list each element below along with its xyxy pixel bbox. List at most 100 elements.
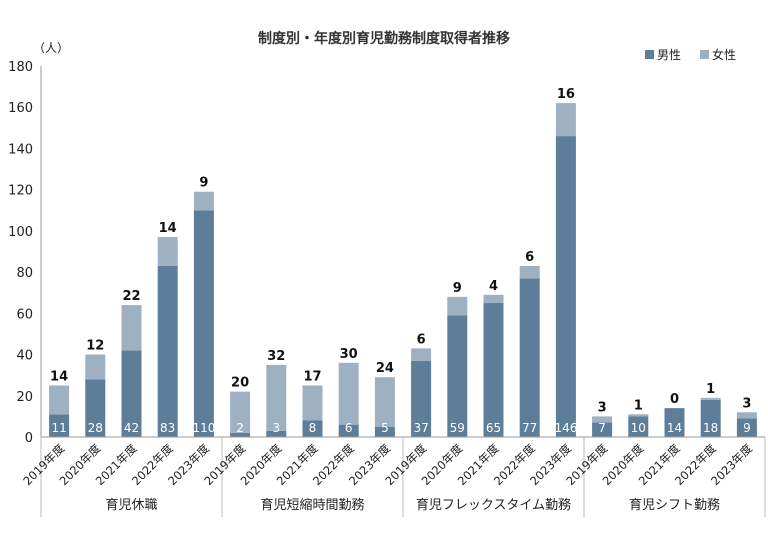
data-label-female: 16	[557, 87, 575, 102]
y-tick-label: 60	[16, 307, 33, 322]
x-group-label: 育児休職	[105, 497, 157, 513]
y-tick-label: 80	[16, 266, 33, 281]
y-tick-label: 180	[8, 60, 33, 75]
y-tick-label: 100	[8, 225, 33, 240]
data-label-female: 17	[303, 369, 321, 384]
bar-segment-female	[193, 191, 214, 211]
y-tick-label: 140	[8, 142, 33, 157]
bar-segment-male	[628, 416, 649, 437]
bar-segment-male	[121, 350, 142, 437]
bar-segment-male	[483, 303, 504, 437]
bar-segment-female	[266, 364, 287, 431]
bar-segment-male	[157, 265, 178, 437]
bar-segment-male	[664, 408, 685, 437]
data-label-female: 14	[50, 369, 68, 384]
data-label-male: 11	[51, 421, 66, 435]
data-label-male: 37	[413, 421, 428, 435]
legend-swatch-male	[645, 50, 654, 59]
bar-segment-male	[374, 426, 395, 437]
bar-segment-male	[302, 420, 323, 437]
data-label-female: 4	[489, 279, 498, 294]
bar-segment-female	[411, 348, 432, 361]
bar-segment-male	[230, 432, 251, 437]
bar-segment-female	[483, 294, 504, 304]
data-label-female: 0	[670, 392, 679, 407]
chart-title: 制度別・年度別育児勤務制度取得者推移	[258, 30, 510, 47]
data-label-female: 3	[742, 396, 751, 411]
data-label-female: 6	[525, 250, 534, 265]
data-label-female: 1	[706, 382, 715, 397]
x-group-label: 育児フレックスタイム勤務	[416, 497, 571, 513]
bar-segment-male	[447, 315, 468, 437]
data-label-male: 7	[598, 421, 606, 435]
data-label-female: 30	[340, 347, 358, 362]
data-label-female: 1	[634, 398, 643, 413]
bar-segment-male	[338, 424, 359, 437]
data-label-male: 146	[554, 421, 577, 435]
y-tick-label: 120	[8, 184, 33, 199]
bar-segment-male	[266, 430, 287, 437]
bar-segment-female	[338, 362, 359, 425]
data-label-male: 8	[309, 421, 317, 435]
data-label-female: 6	[417, 332, 426, 347]
legend: 男性 女性	[645, 47, 736, 62]
data-label-female: 12	[86, 339, 104, 354]
data-label-male: 83	[160, 421, 175, 435]
data-label-male: 9	[743, 421, 751, 435]
bar-segment-female	[157, 237, 178, 266]
bar-segment-female	[49, 385, 70, 415]
bar-segment-female	[230, 391, 251, 433]
bar-segment-female	[628, 414, 649, 417]
bar-segment-female	[736, 412, 757, 419]
data-label-female: 32	[267, 349, 285, 364]
bar-segment-female	[592, 416, 613, 423]
data-label-male: 2	[236, 421, 244, 435]
data-label-male: 77	[522, 421, 537, 435]
data-label-male: 65	[486, 421, 501, 435]
bar-segment-male	[736, 418, 757, 437]
data-label-female: 24	[376, 361, 394, 376]
bar-segment-male	[85, 379, 106, 437]
bar-segment-male	[193, 210, 214, 437]
bar-segment-male	[592, 422, 613, 437]
y-tick-label: 0	[25, 431, 33, 446]
x-axis: 2019年度2020年度2021年度2022年度2023年度育児休職2019年度…	[20, 436, 766, 517]
bar-segment-female	[302, 385, 323, 421]
data-label-male: 6	[345, 421, 353, 435]
data-label-male: 10	[631, 421, 646, 435]
data-label-male: 110	[192, 421, 215, 435]
data-label-male: 18	[703, 421, 718, 435]
y-axis-unit-label: （人）	[33, 41, 69, 55]
legend-swatch-female	[700, 50, 709, 59]
bar-segment-male	[700, 399, 721, 437]
y-axis: 0 20 40 60 80 100 120 140 160 180	[8, 60, 42, 446]
y-tick-label: 160	[8, 101, 33, 116]
bar-segment-male	[519, 278, 540, 437]
data-label-male: 28	[88, 421, 103, 435]
data-label-male: 3	[272, 421, 280, 435]
bar-segment-female	[519, 265, 540, 279]
bar-segment-male	[411, 360, 432, 437]
legend-label-male: 男性	[657, 48, 681, 62]
data-label-male: 14	[667, 421, 682, 435]
data-label-female: 20	[231, 376, 249, 391]
y-tick-label: 40	[16, 349, 33, 364]
data-label-female: 9	[199, 176, 208, 191]
bar-segment-male	[555, 136, 576, 438]
data-label-female: 9	[453, 281, 462, 296]
bar-segment-male	[49, 414, 70, 437]
data-label-male: 59	[450, 421, 465, 435]
legend-label-female: 女性	[712, 47, 736, 62]
bars: 1114281242228314110922033281763052437659…	[49, 87, 757, 438]
data-label-male: 5	[381, 421, 389, 435]
x-group-label: 育児短縮時間勤務	[260, 497, 364, 513]
bar-segment-female	[700, 397, 721, 400]
bar-segment-female	[121, 305, 142, 351]
y-tick-label: 20	[16, 390, 33, 405]
data-label-female: 3	[598, 400, 607, 415]
bar-segment-female	[85, 354, 106, 380]
bar-segment-female	[374, 377, 395, 427]
x-group-label: 育児シフト勤務	[629, 497, 720, 513]
data-label-female: 14	[159, 221, 177, 236]
